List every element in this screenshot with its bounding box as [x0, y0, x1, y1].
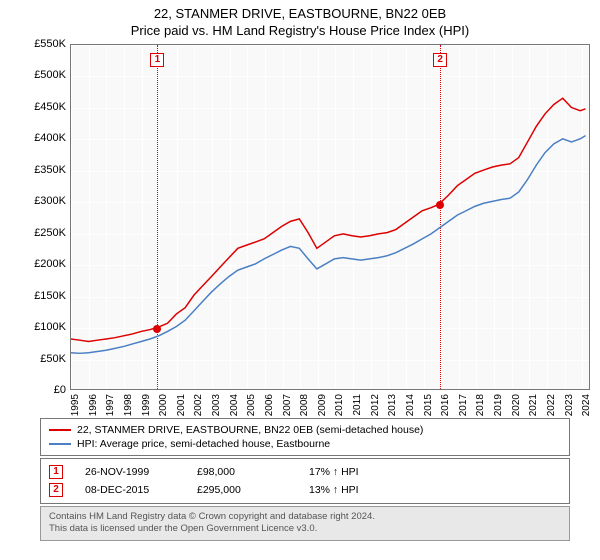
- x-tick-label: 2021: [528, 394, 539, 416]
- legend-row: 22, STANMER DRIVE, EASTBOURNE, BN22 0EB …: [49, 423, 561, 437]
- x-tick-label: 2007: [282, 394, 293, 416]
- y-tick-label: £150K: [34, 290, 66, 302]
- attribution-line: This data is licensed under the Open Gov…: [49, 523, 561, 535]
- x-tick-label: 2023: [564, 394, 575, 416]
- series-line-hpi: [71, 136, 586, 354]
- event-marker-box: 1: [150, 53, 164, 67]
- x-tick-label: 2016: [440, 394, 451, 416]
- x-tick-label: 1998: [123, 394, 134, 416]
- x-tick-label: 2002: [193, 394, 204, 416]
- y-tick-label: £50K: [40, 353, 66, 365]
- events-table: 1 26-NOV-1999 £98,000 17% ↑ HPI 2 08-DEC-2015…: [40, 458, 570, 504]
- attribution-line: Contains HM Land Registry data © Crown c…: [49, 511, 561, 523]
- y-tick-label: £450K: [34, 101, 66, 113]
- x-tick-label: 2024: [581, 394, 592, 416]
- x-tick-label: 2018: [475, 394, 486, 416]
- x-tick-label: 2020: [511, 394, 522, 416]
- legend-row: HPI: Average price, semi-detached house,…: [49, 437, 561, 451]
- x-tick-label: 2011: [352, 394, 363, 416]
- x-tick-label: 2010: [334, 394, 345, 416]
- event-date: 26-NOV-1999: [85, 466, 175, 478]
- y-tick-label: £500K: [34, 69, 66, 81]
- y-tick-label: £550K: [34, 38, 66, 50]
- legend-swatch: [49, 429, 71, 431]
- event-price: £295,000: [197, 484, 287, 496]
- event-id-box: 1: [49, 465, 63, 479]
- chart-subtitle: Price paid vs. HM Land Registry's House …: [0, 23, 600, 38]
- x-tick-label: 2019: [493, 394, 504, 416]
- event-price: £98,000: [197, 466, 287, 478]
- y-tick-label: £200K: [34, 258, 66, 270]
- event-marker-dot: [153, 325, 161, 333]
- event-delta: 17% ↑ HPI: [309, 466, 399, 478]
- x-tick-label: 2004: [229, 394, 240, 416]
- x-tick-label: 1995: [70, 394, 81, 416]
- y-tick-label: £300K: [34, 195, 66, 207]
- x-tick-label: 2017: [458, 394, 469, 416]
- event-marker-box: 2: [433, 53, 447, 67]
- event-date: 08-DEC-2015: [85, 484, 175, 496]
- y-tick-label: £350K: [34, 164, 66, 176]
- legend-swatch: [49, 443, 71, 445]
- x-tick-label: 2005: [246, 394, 257, 416]
- x-tick-label: 2000: [158, 394, 169, 416]
- legend: 22, STANMER DRIVE, EASTBOURNE, BN22 0EB …: [40, 418, 570, 456]
- line-svg: [71, 45, 589, 389]
- x-tick-label: 2009: [317, 394, 328, 416]
- x-tick-label: 2001: [176, 394, 187, 416]
- x-tick-label: 2012: [370, 394, 381, 416]
- plot-area: 12: [70, 44, 590, 390]
- x-axis: 1995 1996 1997 1998 1999 2000 2001 2002 2003 2004…: [70, 390, 590, 414]
- x-tick-label: 2003: [211, 394, 222, 416]
- chart-title: 22, STANMER DRIVE, EASTBOURNE, BN22 0EB: [0, 6, 600, 21]
- event-row: 1 26-NOV-1999 £98,000 17% ↑ HPI: [49, 463, 561, 481]
- event-id-box: 2: [49, 483, 63, 497]
- event-row: 2 08-DEC-2015 £295,000 13% ↑ HPI: [49, 481, 561, 499]
- x-tick-label: 1996: [88, 394, 99, 416]
- x-tick-label: 2015: [423, 394, 434, 416]
- chart-area: £0 £50K £100K £150K £200K £250K £300K £350K £400…: [30, 44, 590, 414]
- x-tick-label: 1997: [105, 394, 116, 416]
- event-marker-dot: [436, 201, 444, 209]
- attribution: Contains HM Land Registry data © Crown c…: [40, 506, 570, 541]
- y-tick-label: £250K: [34, 227, 66, 239]
- x-tick-label: 2014: [405, 394, 416, 416]
- x-tick-label: 2013: [387, 394, 398, 416]
- y-tick-label: £100K: [34, 321, 66, 333]
- y-axis: £0£50K£100K£150K£200K£250K£300K£350K£400…: [30, 44, 70, 390]
- event-delta: 13% ↑ HPI: [309, 484, 399, 496]
- x-tick-label: 2006: [264, 394, 275, 416]
- x-tick-label: 1999: [141, 394, 152, 416]
- chart-container: 22, STANMER DRIVE, EASTBOURNE, BN22 0EB …: [0, 0, 600, 560]
- series-line-price_paid: [71, 98, 586, 341]
- x-tick-label: 2022: [546, 394, 557, 416]
- title-block: 22, STANMER DRIVE, EASTBOURNE, BN22 0EB …: [0, 0, 600, 38]
- legend-label: 22, STANMER DRIVE, EASTBOURNE, BN22 0EB …: [77, 424, 423, 436]
- x-tick-label: 2008: [299, 394, 310, 416]
- legend-label: HPI: Average price, semi-detached house,…: [77, 438, 330, 450]
- y-tick-label: £0: [54, 384, 66, 396]
- y-tick-label: £400K: [34, 132, 66, 144]
